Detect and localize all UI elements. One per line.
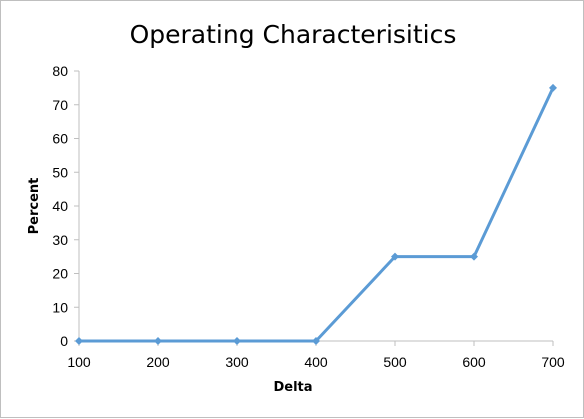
y-axis-label: Percent [27,178,42,235]
y-tick-label: 20 [52,266,68,282]
data-point-marker [312,337,320,345]
x-axis-ticks: 100 200 300 400 500 600 700 [67,341,565,370]
x-tick-label: 300 [225,354,249,370]
x-tick-label: 600 [462,354,486,370]
x-tick-label: 100 [67,354,91,370]
data-point-marker [391,252,399,261]
data-point-marker [154,337,162,345]
x-tick-label: 700 [541,354,565,370]
y-tick-label: 40 [52,198,68,214]
x-tick-label: 500 [383,354,407,370]
data-point-marker [470,252,478,261]
y-tick-label: 80 [52,63,68,79]
chart-title: Operating Characterisitics [130,20,457,49]
x-axis-label: Delta [273,380,312,395]
data-point-marker [549,83,557,92]
y-tick-label: 70 [52,97,68,113]
y-tick-label: 0 [60,333,68,349]
x-tick-label: 400 [304,354,328,370]
y-axis-ticks: 0 10 20 30 40 50 60 70 80 [52,63,79,349]
data-point-marker [233,337,241,345]
y-tick-label: 10 [52,299,68,315]
series-layer [75,83,557,345]
y-tick-label: 60 [52,131,68,147]
series-line [77,86,555,343]
data-point-marker [75,337,83,345]
x-tick-label: 200 [146,354,170,370]
y-tick-label: 50 [52,164,68,180]
y-tick-label: 30 [52,232,68,248]
